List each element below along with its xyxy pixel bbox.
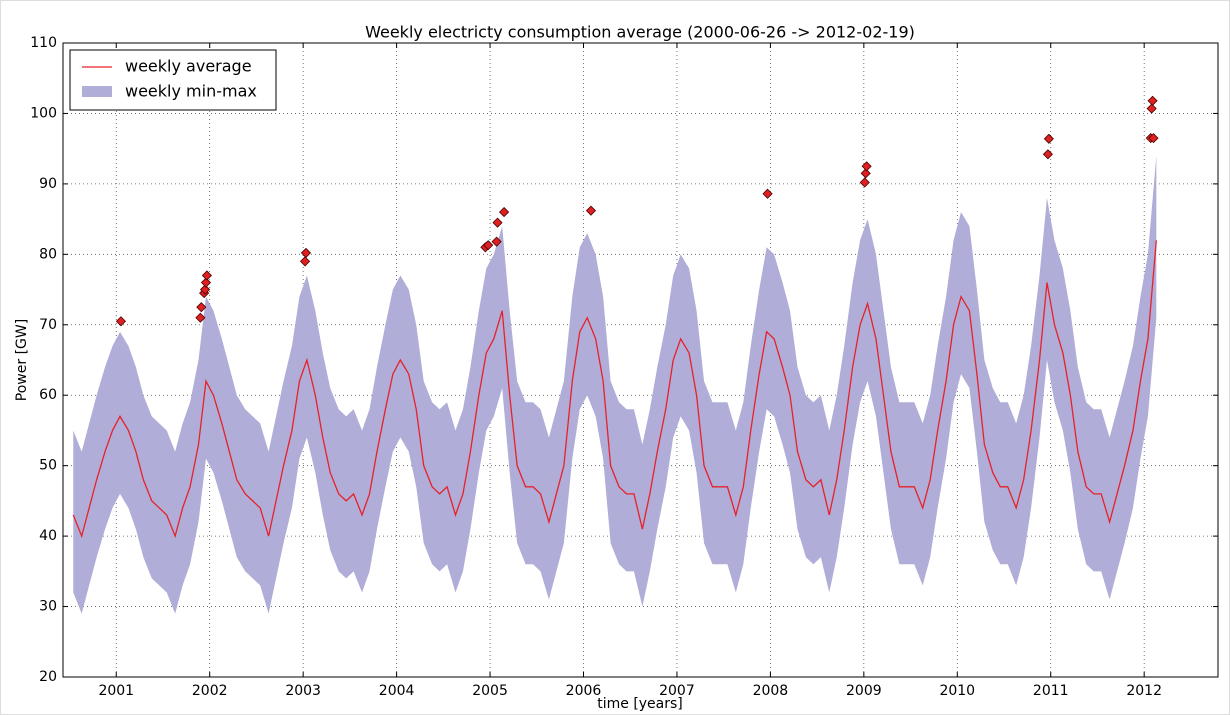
peak-marker — [1148, 133, 1159, 144]
x-tick-label: 2006 — [566, 683, 602, 699]
x-tick-label: 2007 — [659, 683, 695, 699]
y-tick-label: 50 — [39, 458, 57, 474]
peak-marker — [201, 270, 212, 281]
x-tick-label: 2005 — [472, 683, 508, 699]
x-tick-label: 2001 — [98, 683, 134, 699]
y-axis-label: Power [GW] — [14, 319, 30, 401]
y-tick-label: 90 — [39, 176, 57, 192]
peak-marker — [1146, 103, 1157, 114]
peak-marker — [860, 168, 871, 179]
x-tick-label: 2011 — [1033, 683, 1069, 699]
y-tick-label: 70 — [39, 317, 57, 333]
x-tick-label: 2012 — [1126, 683, 1162, 699]
peak-marker — [1042, 149, 1053, 160]
y-tick-label: 110 — [30, 35, 57, 51]
peak-marker — [195, 312, 206, 323]
peak-marker — [585, 205, 597, 216]
x-tick-label: 2008 — [753, 683, 789, 699]
x-axis-label: time [years] — [597, 696, 683, 712]
peak-marker — [299, 256, 311, 267]
peak-marker — [196, 302, 207, 313]
peak-marker — [199, 284, 211, 295]
legend-box — [69, 49, 277, 111]
y-tick-label: 20 — [39, 669, 57, 685]
x-tick-label: 2004 — [379, 683, 415, 699]
peak-marker — [762, 188, 773, 199]
y-tick-label: 30 — [39, 599, 57, 615]
peak-marker — [1147, 95, 1158, 106]
peak-marker — [859, 177, 870, 188]
peak-marker — [483, 240, 494, 251]
y-tick-label: 100 — [30, 105, 57, 121]
x-tick-label: 2009 — [846, 683, 882, 699]
legend-swatch — [82, 86, 112, 97]
x-tick-label: 2002 — [192, 683, 228, 699]
peak-marker — [499, 207, 510, 218]
chart-title: Weekly electricty consumption average (2… — [365, 23, 915, 42]
peak-marker — [115, 316, 127, 327]
peak-marker — [492, 217, 503, 228]
peak-marker — [861, 161, 872, 172]
peak-marker — [300, 247, 312, 258]
legend-label: weekly min-max — [125, 82, 257, 101]
x-tick-label: 2010 — [939, 683, 975, 699]
y-tick-label: 40 — [39, 528, 57, 544]
average-line — [72, 240, 1157, 539]
peak-marker — [200, 277, 212, 288]
x-tick-label: 2003 — [285, 683, 321, 699]
y-tick-label: 60 — [39, 387, 57, 403]
y-tick-label: 80 — [39, 246, 57, 262]
peak-marker — [1043, 133, 1054, 144]
plot-frame — [62, 42, 1219, 678]
legend-label: weekly average — [125, 57, 252, 76]
peak-marker — [491, 236, 502, 247]
